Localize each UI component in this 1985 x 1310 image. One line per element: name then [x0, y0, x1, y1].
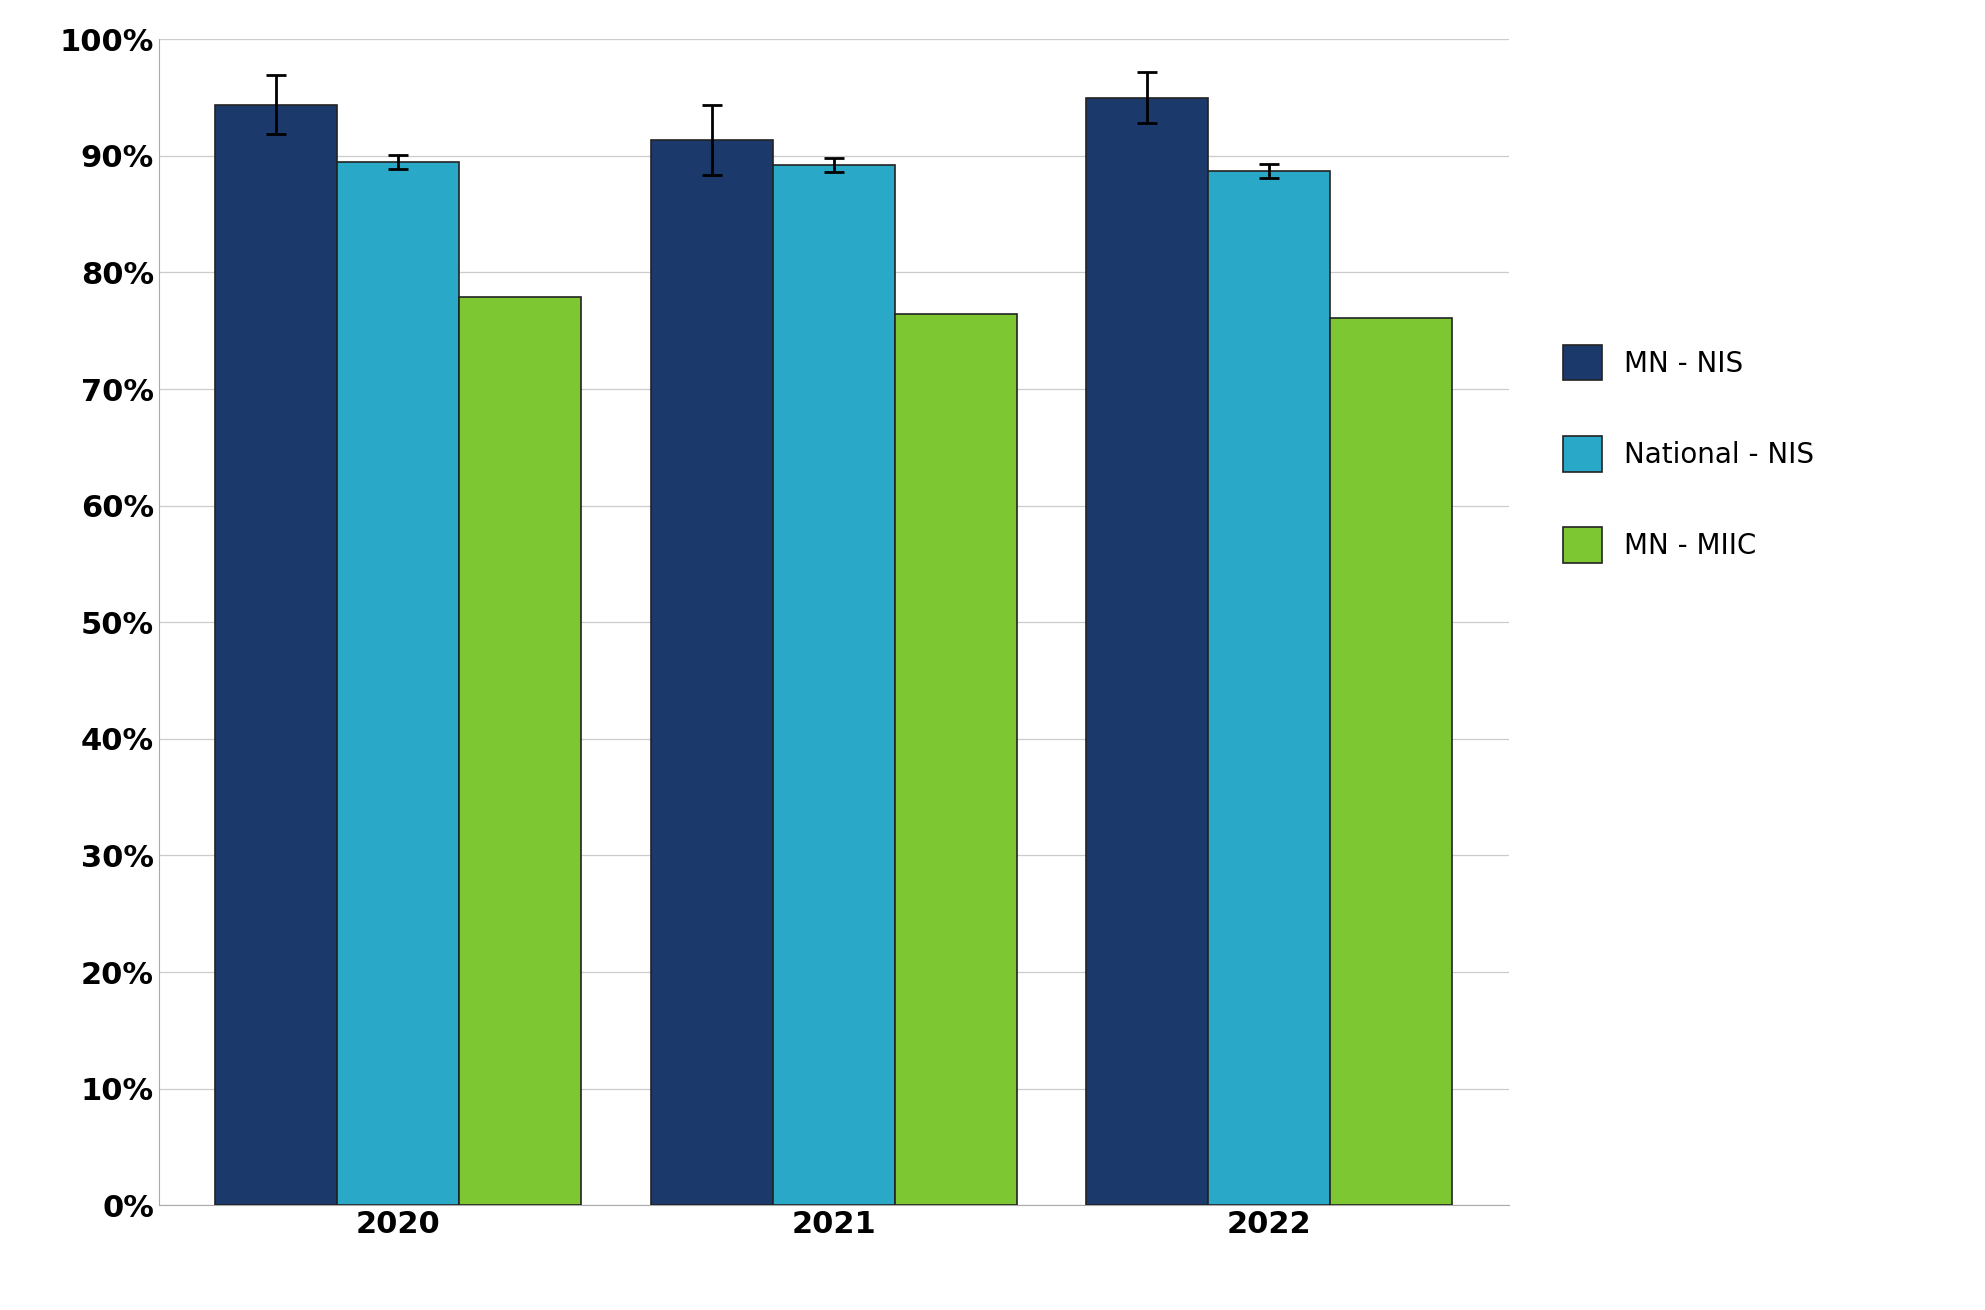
Bar [1209, 172, 1330, 1205]
Bar [1330, 318, 1451, 1205]
Legend: MN - NIS, National - NIS, MN - MIIC: MN - NIS, National - NIS, MN - MIIC [1562, 345, 1814, 563]
Bar [1086, 98, 1209, 1205]
Bar [895, 314, 1016, 1205]
Bar [337, 161, 459, 1205]
Bar [216, 105, 337, 1205]
Bar [459, 297, 582, 1205]
Bar [651, 140, 772, 1205]
Bar [772, 165, 895, 1205]
